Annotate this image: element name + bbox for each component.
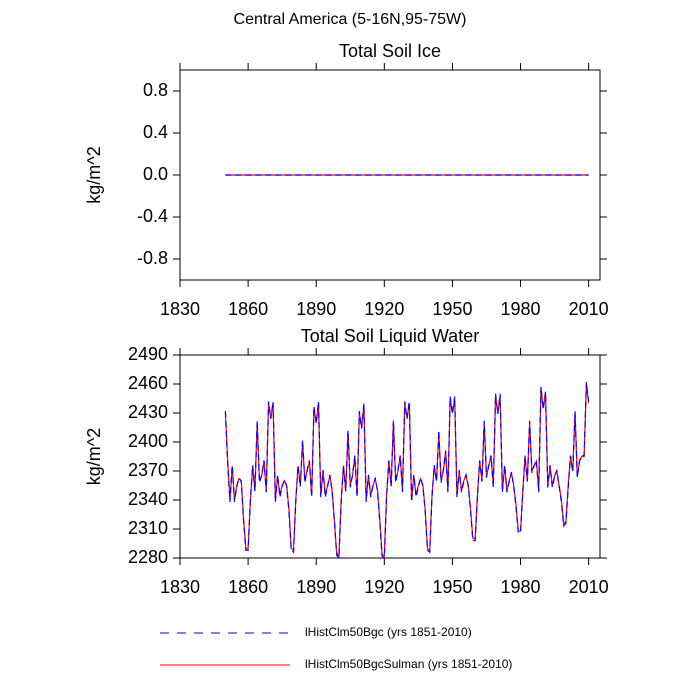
x-tick-label: 1830 xyxy=(160,299,200,319)
y-tick-label: 2310 xyxy=(128,518,168,538)
series-line xyxy=(224,383,590,558)
x-tick-label: 1860 xyxy=(228,299,268,319)
y-tick-label: 2400 xyxy=(128,431,168,451)
y-tick-label: 2460 xyxy=(128,373,168,393)
plot-frame xyxy=(179,354,601,559)
x-tick-label: 1980 xyxy=(501,577,541,597)
panel-title: Total Soil Ice xyxy=(339,41,441,61)
x-tick-label: 1890 xyxy=(296,577,336,597)
y-tick-label: 2490 xyxy=(128,344,168,364)
y-tick-label: 0.4 xyxy=(143,122,168,142)
plot-frame xyxy=(179,69,601,281)
x-tick-label: 1950 xyxy=(432,299,472,319)
y-axis-label: kg/m^2 xyxy=(84,146,104,203)
y-tick-label: 0.0 xyxy=(143,164,168,184)
y-tick-label: 0.8 xyxy=(143,80,168,100)
x-tick-label: 1950 xyxy=(432,577,472,597)
x-tick-label: 2010 xyxy=(569,577,609,597)
x-tick-label: 1890 xyxy=(296,299,336,319)
x-tick-label: 1920 xyxy=(364,299,404,319)
x-tick-label: 1830 xyxy=(160,577,200,597)
panel-title: Total Soil Liquid Water xyxy=(301,326,479,346)
legend-label: lHistClm50Bgc (yrs 1851-2010) xyxy=(305,625,472,639)
x-tick-label: 1920 xyxy=(364,577,404,597)
page-title: Central America (5-16N,95-75W) xyxy=(234,11,467,28)
x-tick-label: 1980 xyxy=(501,299,541,319)
y-tick-label: 2370 xyxy=(128,460,168,480)
y-tick-label: 2340 xyxy=(128,489,168,509)
y-tick-label: 2430 xyxy=(128,402,168,422)
y-axis-label: kg/m^2 xyxy=(84,428,104,485)
y-tick-label: -0.4 xyxy=(137,206,168,226)
series-line xyxy=(224,382,590,560)
y-tick-label: 2280 xyxy=(128,547,168,567)
legend-label: lHistClm50BgcSulman (yrs 1851-2010) xyxy=(305,657,512,671)
y-tick-label: -0.8 xyxy=(137,248,168,268)
x-tick-label: 1860 xyxy=(228,577,268,597)
x-tick-label: 2010 xyxy=(569,299,609,319)
